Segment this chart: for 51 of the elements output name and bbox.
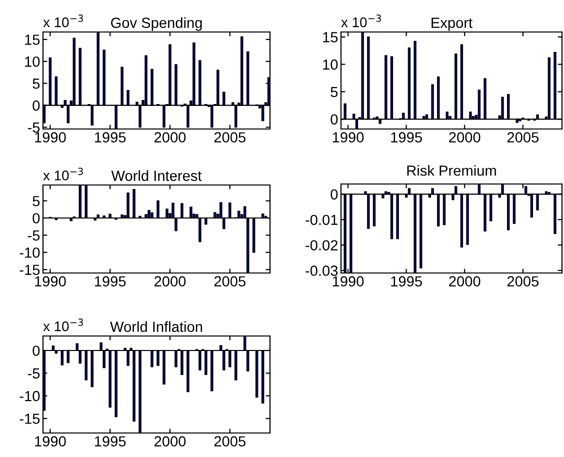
y-tick-label: 5 <box>32 78 40 89</box>
x-tick-label: 2000 <box>154 276 186 286</box>
x-tick-label: 1995 <box>391 276 422 286</box>
chart-title: World Inflation <box>110 321 202 332</box>
x-tick-label: 1995 <box>391 132 422 142</box>
y-tick-label: -15 <box>20 264 40 275</box>
x-tick-label: 2005 <box>214 276 246 286</box>
y-tick-label: -10 <box>20 247 40 258</box>
x-tick-label: 2005 <box>507 132 539 142</box>
x-tick-label: 2000 <box>449 276 480 286</box>
chart-title: Risk Premium <box>407 165 496 176</box>
text: x 10$^{−3}$ <box>341 14 381 28</box>
text: x 10$^{−3}$ <box>43 168 83 180</box>
y-tick-label: -0.03 <box>306 266 338 276</box>
y-tick-label: 5 <box>330 86 338 98</box>
y-tick-label: 0 <box>330 114 338 125</box>
y-tick-label: 15 <box>25 34 40 45</box>
x-tick-label: 2005 <box>507 276 539 286</box>
y-tick-label: -5 <box>28 368 40 379</box>
x-tick-label: 2005 <box>214 132 246 142</box>
y-tick-label: -5 <box>28 230 40 241</box>
x-tick-label: 2000 <box>449 132 480 142</box>
y-tick-label: -0.02 <box>306 240 338 250</box>
y-tick-label: -15 <box>20 414 40 424</box>
x-tick-label: 2000 <box>154 436 186 446</box>
x-tick-label: 2005 <box>214 436 246 446</box>
chart-title: Export <box>432 18 472 31</box>
x-tick-label: 1995 <box>94 276 126 286</box>
y-tick-label: -5 <box>28 122 40 133</box>
y-tick-label: 15 <box>323 32 338 42</box>
y-tick-label: 10 <box>25 56 40 67</box>
text: x 10$^{−3}$ <box>43 14 83 28</box>
y-tick-label: 0 <box>32 346 40 356</box>
x-tick-label: 2000 <box>154 132 186 142</box>
y-tick-label: -0.01 <box>306 214 338 226</box>
y-tick-label: 0 <box>32 213 40 224</box>
y-tick-label: 0 <box>32 100 40 111</box>
x-tick-label: 1990 <box>35 276 66 286</box>
x-tick-label: 1995 <box>94 132 126 142</box>
x-tick-label: 1990 <box>332 276 364 286</box>
chart-title: World Interest <box>111 170 202 181</box>
y-tick-label: -10 <box>20 390 40 402</box>
x-tick-label: 1995 <box>94 436 126 446</box>
y-tick-label: 10 <box>323 59 338 70</box>
chart-title: Gov Spending <box>111 17 202 31</box>
x-tick-label: 1990 <box>35 436 66 446</box>
y-tick-label: 0 <box>330 189 338 200</box>
x-tick-label: 1990 <box>332 132 364 142</box>
y-tick-label: 5 <box>32 196 40 206</box>
x-tick-label: 1990 <box>35 132 66 142</box>
text: x 10$^{−3}$ <box>43 318 83 332</box>
